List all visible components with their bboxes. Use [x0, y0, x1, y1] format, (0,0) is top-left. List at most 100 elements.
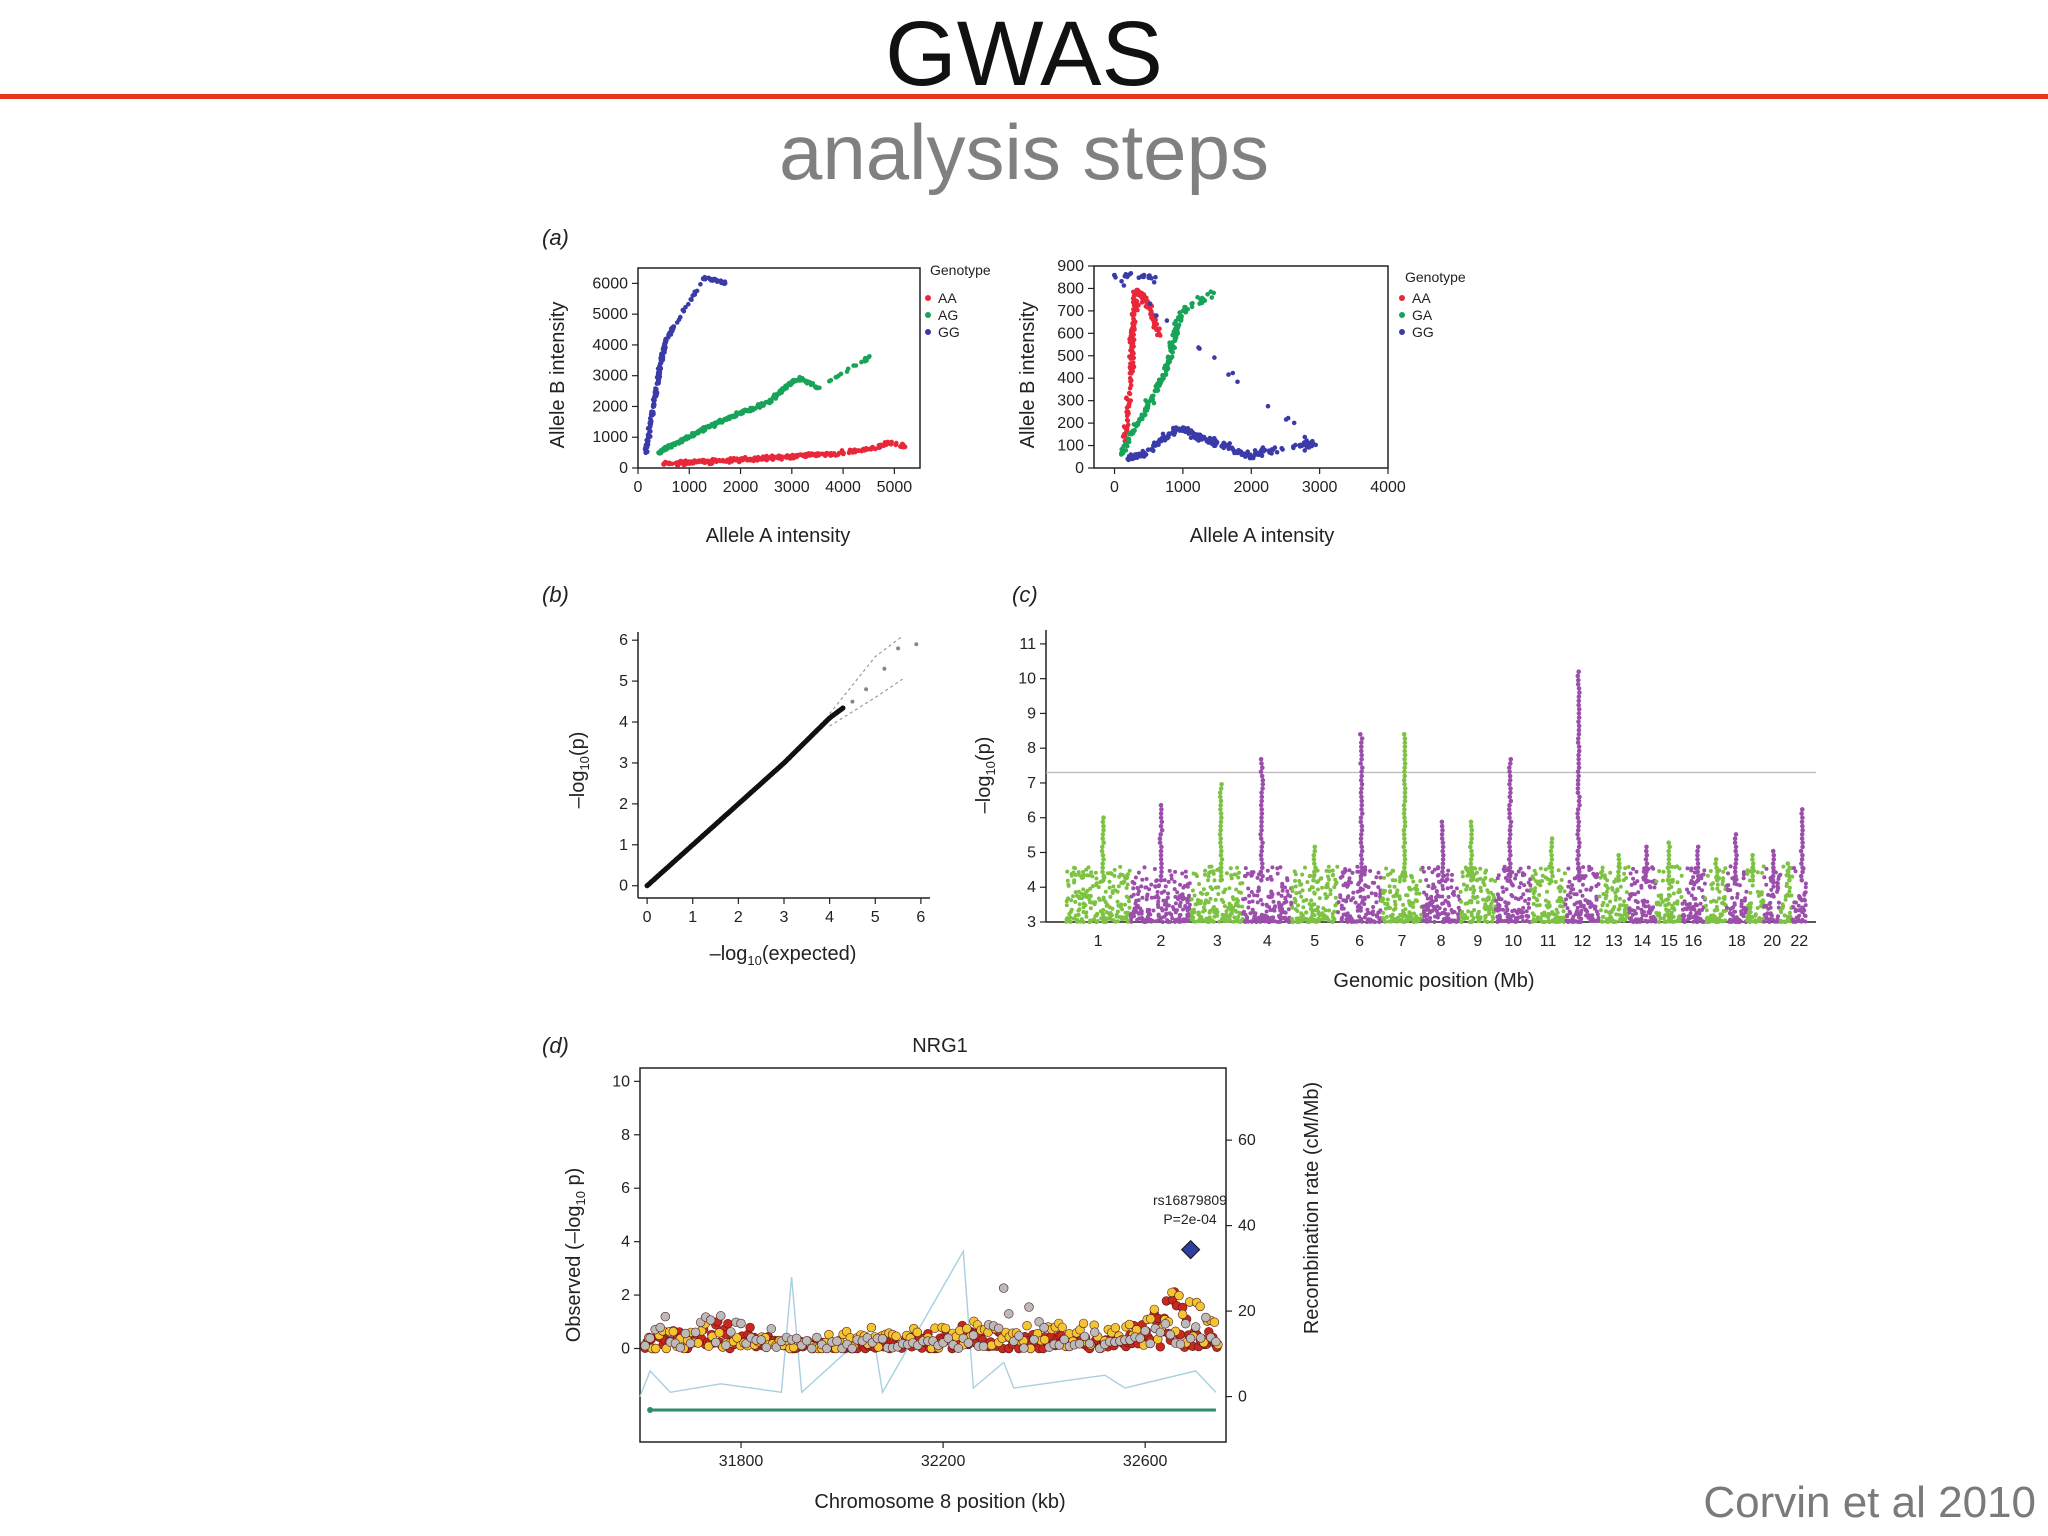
c-point-chr6	[1338, 895, 1343, 900]
c-point-chr18	[1737, 917, 1742, 922]
c-point-chr8	[1434, 889, 1439, 893]
c-point-chr17	[1704, 908, 1709, 913]
c-peak-point-chr10	[1507, 878, 1512, 883]
a1-point-aa	[733, 457, 738, 463]
c-point-chr11	[1532, 868, 1537, 873]
c-point-chr2	[1166, 879, 1171, 884]
c-point-chr17	[1720, 912, 1725, 917]
b-confidence-lower	[829, 678, 903, 727]
c-point-chr7	[1387, 884, 1392, 889]
c-point-chr1	[1064, 903, 1069, 908]
c-point-chr14	[1631, 876, 1636, 881]
c-point-chr4	[1269, 877, 1274, 882]
c-point-chr4	[1280, 882, 1285, 887]
c-point-chr2	[1184, 896, 1189, 901]
a1-point-aa	[785, 454, 791, 460]
c-point-chr8	[1428, 916, 1433, 920]
c-peak-point-chr18	[1733, 844, 1739, 850]
c-point-chr12	[1593, 906, 1597, 911]
a1-point-aa	[825, 451, 830, 457]
c-point-chr16	[1689, 893, 1694, 898]
a1-point-ag	[789, 379, 795, 385]
c-point-chr21	[1787, 889, 1792, 894]
a2-point-gg	[1112, 272, 1117, 278]
c-point-chr16	[1685, 866, 1690, 871]
c-peak-point-chr22	[1799, 811, 1804, 816]
c-point-chr11	[1531, 895, 1536, 900]
c-peak-point-chr7	[1402, 848, 1408, 854]
c-point-chr2	[1164, 912, 1169, 917]
c-point-chr11	[1534, 879, 1539, 884]
c-point-chr3	[1212, 910, 1217, 915]
c-point-chr17	[1709, 913, 1713, 918]
c-peak-point-chr10	[1506, 840, 1512, 845]
c-point-chr6	[1345, 895, 1350, 900]
c-point-chr17	[1714, 899, 1719, 904]
c-point-chr3	[1233, 872, 1238, 877]
c-point-chr6	[1363, 883, 1368, 888]
c-peak-point-chr15	[1666, 857, 1672, 862]
c-peak-point-chr3	[1218, 844, 1224, 850]
a1-point-gg	[668, 329, 674, 335]
c-point-chr21	[1787, 910, 1792, 915]
c-point-chr2	[1167, 868, 1172, 873]
c-point-chr7	[1404, 893, 1409, 898]
c-point-chr1	[1094, 876, 1099, 881]
c-peak-point-chr1	[1100, 853, 1106, 858]
c-point-chr7	[1381, 910, 1386, 915]
c-point-chr20	[1771, 894, 1776, 899]
c-peak-point-chr7	[1401, 844, 1406, 850]
c-point-chr2	[1170, 905, 1175, 909]
c-peak-point-chr1	[1100, 819, 1106, 825]
c-point-chr4	[1286, 919, 1291, 924]
a1-legend-marker-ag	[925, 312, 931, 318]
c-point-chr6	[1362, 897, 1367, 902]
c-point-chr2	[1182, 917, 1186, 922]
c-peak-point-chr7	[1402, 836, 1407, 841]
c-peak-point-chr4	[1259, 807, 1264, 812]
c-point-chr18	[1741, 870, 1746, 875]
a2-point-aa	[1128, 398, 1133, 403]
a1-legend-marker-gg	[925, 329, 931, 335]
a2-legend-marker-ga	[1399, 312, 1405, 318]
a2-y-tick-label: 200	[1057, 415, 1084, 432]
c-point-chr8	[1454, 886, 1459, 891]
c-point-chr2	[1139, 917, 1144, 922]
a2-point-aa	[1128, 379, 1133, 384]
c-peak-point-chr10	[1507, 794, 1513, 800]
c-x-tick-label: 18	[1728, 933, 1746, 950]
c-point-chr4	[1243, 919, 1248, 924]
panel-letter-c: (c)	[1012, 582, 1038, 607]
c-point-chr20	[1768, 911, 1773, 916]
c-point-chr20	[1769, 887, 1774, 892]
c-peak-point-chr12	[1576, 757, 1581, 762]
c-point-chr15	[1664, 907, 1669, 912]
a2-point-gg	[1267, 450, 1272, 455]
c-peak-point-chr3	[1217, 832, 1223, 837]
c-peak-point-chr4	[1259, 761, 1264, 766]
c-point-chr10	[1502, 869, 1507, 873]
c-point-chr9	[1483, 915, 1488, 920]
title-divider	[0, 94, 2048, 99]
c-point-chr6	[1378, 919, 1383, 924]
c-point-chr2	[1187, 893, 1191, 898]
a1-point-ag	[733, 413, 739, 419]
c-point-chr1	[1085, 873, 1089, 878]
c-peak-point-chr10	[1506, 807, 1512, 812]
c-point-chr13	[1611, 907, 1616, 912]
c-point-chr17	[1703, 896, 1708, 901]
c-point-chr8	[1441, 887, 1445, 892]
c-point-chr1	[1116, 884, 1121, 889]
c-point-chr14	[1653, 917, 1658, 922]
a2-point-gg	[1151, 280, 1157, 285]
c-point-chr16	[1690, 915, 1695, 920]
a2-point-gg	[1147, 301, 1153, 307]
a2-point-gg	[1226, 372, 1231, 377]
c-point-chr22	[1800, 917, 1805, 922]
c-point-chr11	[1537, 879, 1542, 884]
c-peak-point-chr7	[1402, 857, 1408, 862]
a2-x-tick-label: 3000	[1302, 479, 1338, 496]
c-peak-point-chr10	[1507, 827, 1513, 833]
c-point-chr5	[1304, 917, 1309, 921]
c-x-tick-label: 3	[1213, 933, 1222, 950]
